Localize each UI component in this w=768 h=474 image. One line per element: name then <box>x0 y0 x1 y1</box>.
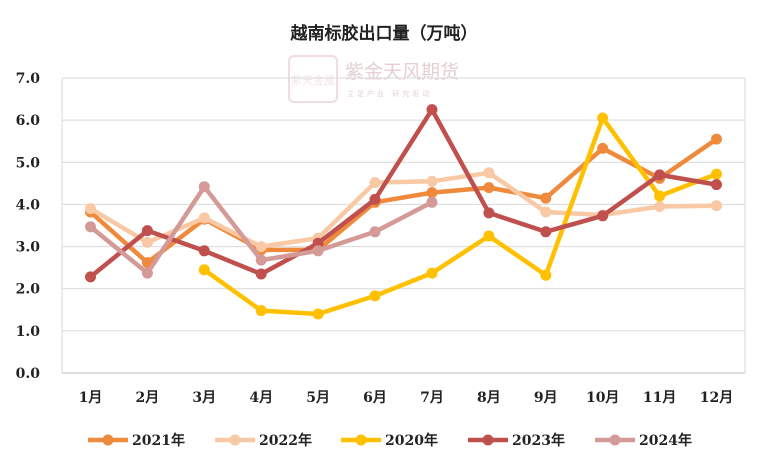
data-point <box>597 142 609 154</box>
data-point <box>141 267 153 279</box>
x-tick-label: 12月 <box>700 390 733 406</box>
x-tick-label: 7月 <box>420 390 444 406</box>
data-point <box>483 182 495 194</box>
data-point <box>711 200 722 212</box>
y-tick-label: 2.0 <box>16 282 41 298</box>
data-point <box>255 305 267 317</box>
watermark-subtext: 立足产业 研究驱动 <box>347 89 432 98</box>
data-point <box>483 167 495 179</box>
x-tick-label: 11月 <box>643 390 676 406</box>
data-point <box>141 225 153 237</box>
legend-swatch-marker <box>482 434 494 446</box>
y-axis: 0.0 1.0 2.0 3.0 4.0 5.0 6.0 7.0 <box>16 71 41 382</box>
x-tick-label: 4月 <box>249 390 273 406</box>
data-point <box>198 181 210 193</box>
data-point <box>198 264 210 276</box>
y-tick-label: 4.0 <box>16 197 41 213</box>
watermark-logo-text: 紫天金風 <box>291 73 335 87</box>
x-tick-label: 2月 <box>136 390 160 406</box>
legend-swatch-marker <box>355 434 367 446</box>
legend-label: 2022年 <box>259 432 312 449</box>
data-point <box>597 210 609 222</box>
series-line <box>88 107 719 280</box>
data-point <box>711 179 722 191</box>
data-point <box>369 177 381 188</box>
y-tick-label: 6.0 <box>16 113 41 129</box>
grid <box>61 77 746 374</box>
x-tick-label: 6月 <box>363 390 387 406</box>
data-point <box>198 212 210 224</box>
data-point <box>426 104 438 116</box>
data-point <box>85 271 96 283</box>
legend-label: 2021年 <box>132 432 185 449</box>
data-point <box>426 267 438 279</box>
y-tick-label: 7.0 <box>16 71 41 87</box>
series-line <box>88 136 719 265</box>
watermark: 紫天金風 紫金天风期货 立足产业 研究驱动 <box>288 55 459 103</box>
series-line <box>202 115 719 317</box>
data-point <box>426 175 438 187</box>
x-tick-label: 3月 <box>192 390 216 406</box>
legend-swatch-marker <box>102 434 114 446</box>
data-point <box>540 269 552 281</box>
data-point <box>369 226 381 238</box>
data-point <box>540 192 552 204</box>
y-tick-label: 0.0 <box>16 366 41 382</box>
x-axis: 1月 2月 3月 4月 5月 6月 7月 8月 9月 10月 11月 12月 <box>79 390 734 406</box>
watermark-text: 紫金天风期货 <box>345 61 459 83</box>
data-point <box>426 196 438 208</box>
data-point <box>198 245 210 257</box>
data-point <box>255 254 267 266</box>
data-point <box>540 226 552 238</box>
series-2023年 <box>85 104 722 283</box>
legend-label: 2023年 <box>512 432 565 449</box>
data-point <box>426 187 438 199</box>
data-point <box>654 190 666 202</box>
legend-label: 2020年 <box>385 432 438 449</box>
data-point <box>312 237 324 249</box>
x-tick-label: 1月 <box>79 390 103 406</box>
legend-item: 2024年 <box>595 432 692 449</box>
legend: 2021年 2022年 2020年 2023年 2024年 <box>88 432 692 449</box>
data-point <box>255 241 267 253</box>
chart-title: 越南标胶出口量（万吨） <box>290 23 478 44</box>
data-point <box>654 169 666 181</box>
data-point <box>85 203 96 215</box>
data-point <box>141 236 153 248</box>
data-point <box>312 245 324 257</box>
data-point <box>654 201 666 212</box>
data-point <box>85 221 96 233</box>
data-point <box>369 193 381 205</box>
series-line <box>88 170 719 249</box>
legend-swatch-marker <box>229 434 241 446</box>
data-point <box>255 268 267 280</box>
x-tick-label: 9月 <box>534 390 558 406</box>
data-point <box>312 308 324 320</box>
watermark-logo <box>288 55 338 103</box>
x-tick-label: 5月 <box>306 390 330 406</box>
legend-item: 2023年 <box>468 432 565 449</box>
y-tick-label: 5.0 <box>16 155 41 171</box>
series-2024年 <box>85 181 438 279</box>
legend-item: 2022年 <box>215 432 312 449</box>
legend-item: 2021年 <box>88 432 185 449</box>
data-point <box>540 206 552 218</box>
series-group <box>85 104 722 320</box>
data-point <box>483 230 495 242</box>
data-point <box>711 133 722 145</box>
legend-swatch-marker <box>609 434 621 446</box>
series-2022年 <box>85 167 722 253</box>
legend-item: 2020年 <box>341 432 438 449</box>
data-point <box>711 168 722 180</box>
legend-label: 2024年 <box>639 432 692 449</box>
y-tick-label: 1.0 <box>16 324 41 340</box>
data-point <box>597 112 609 124</box>
x-tick-label: 10月 <box>586 390 619 406</box>
x-tick-label: 8月 <box>477 390 501 406</box>
data-point <box>369 290 381 302</box>
series-2020年 <box>198 112 722 320</box>
data-point <box>483 207 495 219</box>
y-tick-label: 3.0 <box>16 240 41 256</box>
